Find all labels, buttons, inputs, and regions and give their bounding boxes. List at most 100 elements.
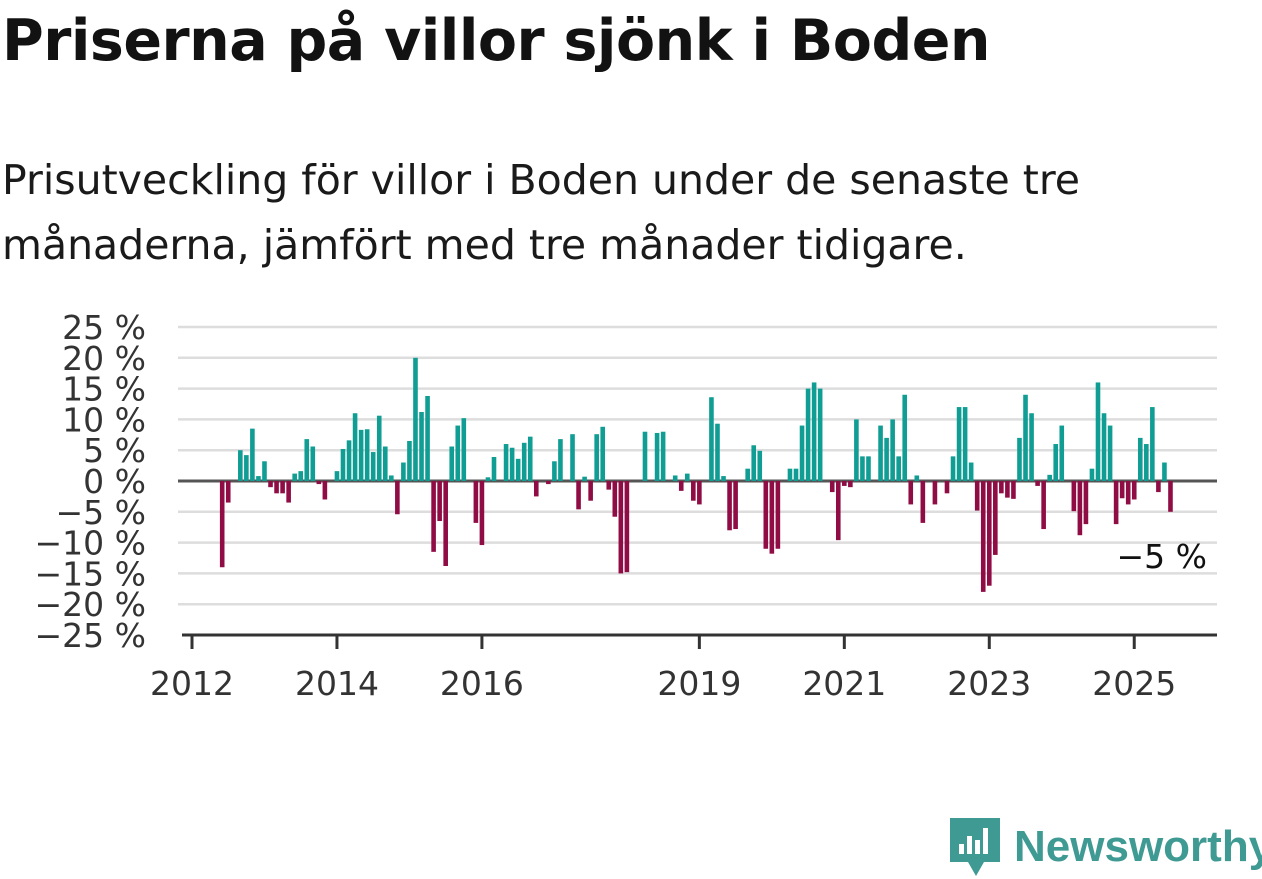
bar: [1041, 481, 1046, 530]
bar: [757, 450, 763, 481]
bar: [1089, 468, 1095, 481]
bar: [775, 481, 781, 549]
bar: [274, 481, 279, 494]
bar: [860, 456, 865, 481]
bar: [799, 425, 805, 481]
bar: [1047, 474, 1052, 481]
bar: [219, 481, 225, 568]
brand-name: Newsworthy: [1014, 822, 1262, 871]
bar: [854, 419, 859, 481]
bar: [1077, 481, 1083, 536]
x-tick-label: 2023: [947, 664, 1031, 703]
bar: [950, 456, 956, 481]
bar: [527, 436, 533, 481]
y-tick-label: 0 %: [83, 462, 146, 501]
bar: [1150, 407, 1155, 481]
bar: [842, 481, 847, 486]
bar: [908, 481, 914, 505]
bar: [962, 407, 968, 481]
bar: [727, 481, 732, 531]
bar: [745, 468, 750, 481]
bar: [884, 437, 889, 481]
y-tick-label: −10 %: [35, 524, 147, 563]
bar: [515, 458, 521, 481]
bar: [491, 456, 497, 481]
bar: [993, 481, 998, 555]
bar: [376, 415, 382, 481]
bar: [582, 476, 587, 481]
bar: [866, 456, 871, 481]
bar: [576, 481, 581, 510]
newsworthy-logo: Newsworthy: [950, 818, 1262, 876]
bar: [697, 481, 702, 505]
bar: [878, 425, 883, 481]
bar: [1023, 394, 1028, 481]
bar: [787, 468, 793, 481]
bar: [509, 447, 515, 481]
bar: [829, 481, 835, 493]
bar: [256, 476, 261, 481]
y-tick-label: 20 %: [62, 339, 146, 378]
x-tick-label: 2014: [295, 664, 379, 703]
bar: [268, 481, 273, 488]
bar: [382, 446, 388, 481]
bars: [219, 357, 1173, 592]
bar: [763, 481, 769, 549]
bar: [986, 481, 992, 586]
bar: [920, 481, 926, 523]
bar: [678, 481, 684, 491]
bar: [334, 471, 340, 481]
bar: [286, 481, 291, 503]
bar: [793, 468, 799, 481]
bar: [1137, 437, 1143, 481]
bar: [292, 473, 297, 481]
bar: [1113, 481, 1119, 525]
bar: [238, 450, 243, 481]
bar: [684, 473, 690, 481]
y-tick-label: −20 %: [35, 585, 147, 624]
bar: [835, 481, 841, 541]
bar: [1005, 481, 1010, 498]
bar: [1083, 481, 1089, 525]
bar: [473, 481, 479, 523]
bar: [1017, 437, 1022, 481]
bar: [280, 481, 285, 494]
bar: [431, 481, 436, 552]
x-tick-label: 2016: [440, 664, 524, 703]
x-tick-label: 2012: [150, 664, 234, 703]
bar: [1162, 462, 1167, 481]
x-tick-label: 2019: [657, 664, 741, 703]
bar: [654, 432, 660, 481]
bar: [546, 481, 551, 485]
bar: [485, 477, 491, 481]
bar: [914, 475, 920, 481]
bar: [1095, 382, 1101, 481]
bar: [310, 446, 316, 481]
y-tick-label: 10 %: [62, 400, 146, 439]
bar: [715, 423, 720, 481]
bar: [455, 425, 461, 481]
bar: [733, 481, 738, 530]
bar: [932, 481, 938, 505]
bar: [848, 481, 853, 488]
bar: [618, 481, 624, 574]
bar: [896, 456, 901, 481]
y-tick-label: −15 %: [35, 554, 147, 593]
bar: [606, 481, 612, 490]
bar: [588, 481, 593, 501]
x-tick-label: 2021: [802, 664, 886, 703]
bar: [624, 481, 630, 573]
y-axis-tick-labels: 25 %20 %15 %10 %5 %0 %−5 %−10 %−15 %−20 …: [35, 308, 147, 655]
page-title: Priserna på villor sjönk i Boden: [2, 8, 991, 74]
bar: [956, 407, 962, 481]
bar: [364, 429, 370, 481]
bar: [533, 481, 539, 497]
bar: [389, 475, 394, 481]
bar: [721, 476, 726, 481]
bar: [370, 452, 376, 481]
y-tick-label: 25 %: [62, 308, 146, 347]
bar: [461, 418, 467, 481]
bar: [902, 394, 908, 481]
bar: [425, 395, 430, 481]
bar: [691, 481, 696, 501]
